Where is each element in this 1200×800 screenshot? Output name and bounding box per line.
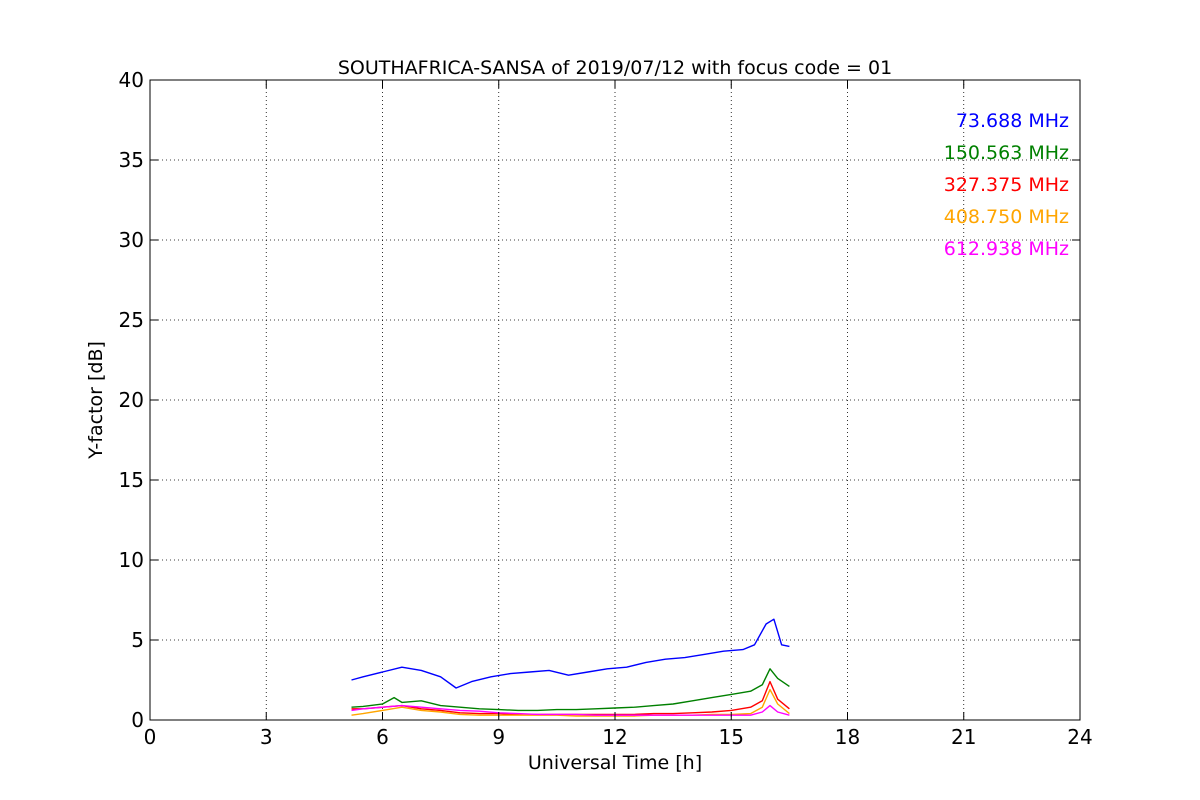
series-line-612-938-mhz [351, 704, 790, 716]
x-tick-label: 21 [951, 725, 976, 749]
y-tick-label: 10 [119, 548, 144, 572]
y-tick-label: 5 [131, 628, 144, 652]
y-tick-label: 35 [119, 148, 144, 172]
y-tick-label: 30 [119, 228, 144, 252]
axis-ticks [149, 79, 1081, 721]
legend-entry: 408.750 MHz [944, 206, 1069, 228]
series-line-150-563-mhz [351, 668, 790, 712]
x-tick-label: 9 [492, 725, 505, 749]
y-tick-label: 0 [131, 708, 144, 732]
legend-entry: 612.938 MHz [944, 238, 1069, 260]
chart-title: SOUTHAFRICA-SANSA of 2019/07/12 with foc… [338, 57, 892, 79]
series-line-73-688-mhz [351, 618, 790, 689]
x-tick-label: 3 [260, 725, 273, 749]
series-lines [351, 618, 790, 717]
x-tick-labels: 0 3 6 9 12 15 18 21 24 [144, 725, 1093, 749]
x-tick-label: 6 [376, 725, 389, 749]
x-tick-label: 12 [602, 725, 627, 749]
series-line-408-750-mhz [351, 688, 790, 717]
x-tick-label: 18 [835, 725, 860, 749]
y-tick-label: 20 [119, 388, 144, 412]
y-tick-labels: 0 5 10 15 20 25 30 35 40 [119, 68, 144, 732]
y-tick-label: 40 [119, 68, 144, 92]
grid-lines [150, 80, 1080, 720]
x-tick-label: 15 [719, 725, 744, 749]
legend-entry: 327.375 MHz [944, 174, 1069, 196]
x-tick-label: 0 [144, 725, 157, 749]
x-tick-label: 24 [1067, 725, 1092, 749]
y-tick-label: 25 [119, 308, 144, 332]
legend-entry: 73.688 MHz [956, 110, 1069, 132]
y-tick-label: 15 [119, 468, 144, 492]
x-axis-label: Universal Time [h] [528, 752, 702, 774]
legend-entry: 150.563 MHz [944, 142, 1069, 164]
legend: 73.688 MHz 150.563 MHz 327.375 MHz 408.750 … [944, 110, 1069, 260]
y-axis-label: Y-factor [dB] [85, 341, 107, 460]
